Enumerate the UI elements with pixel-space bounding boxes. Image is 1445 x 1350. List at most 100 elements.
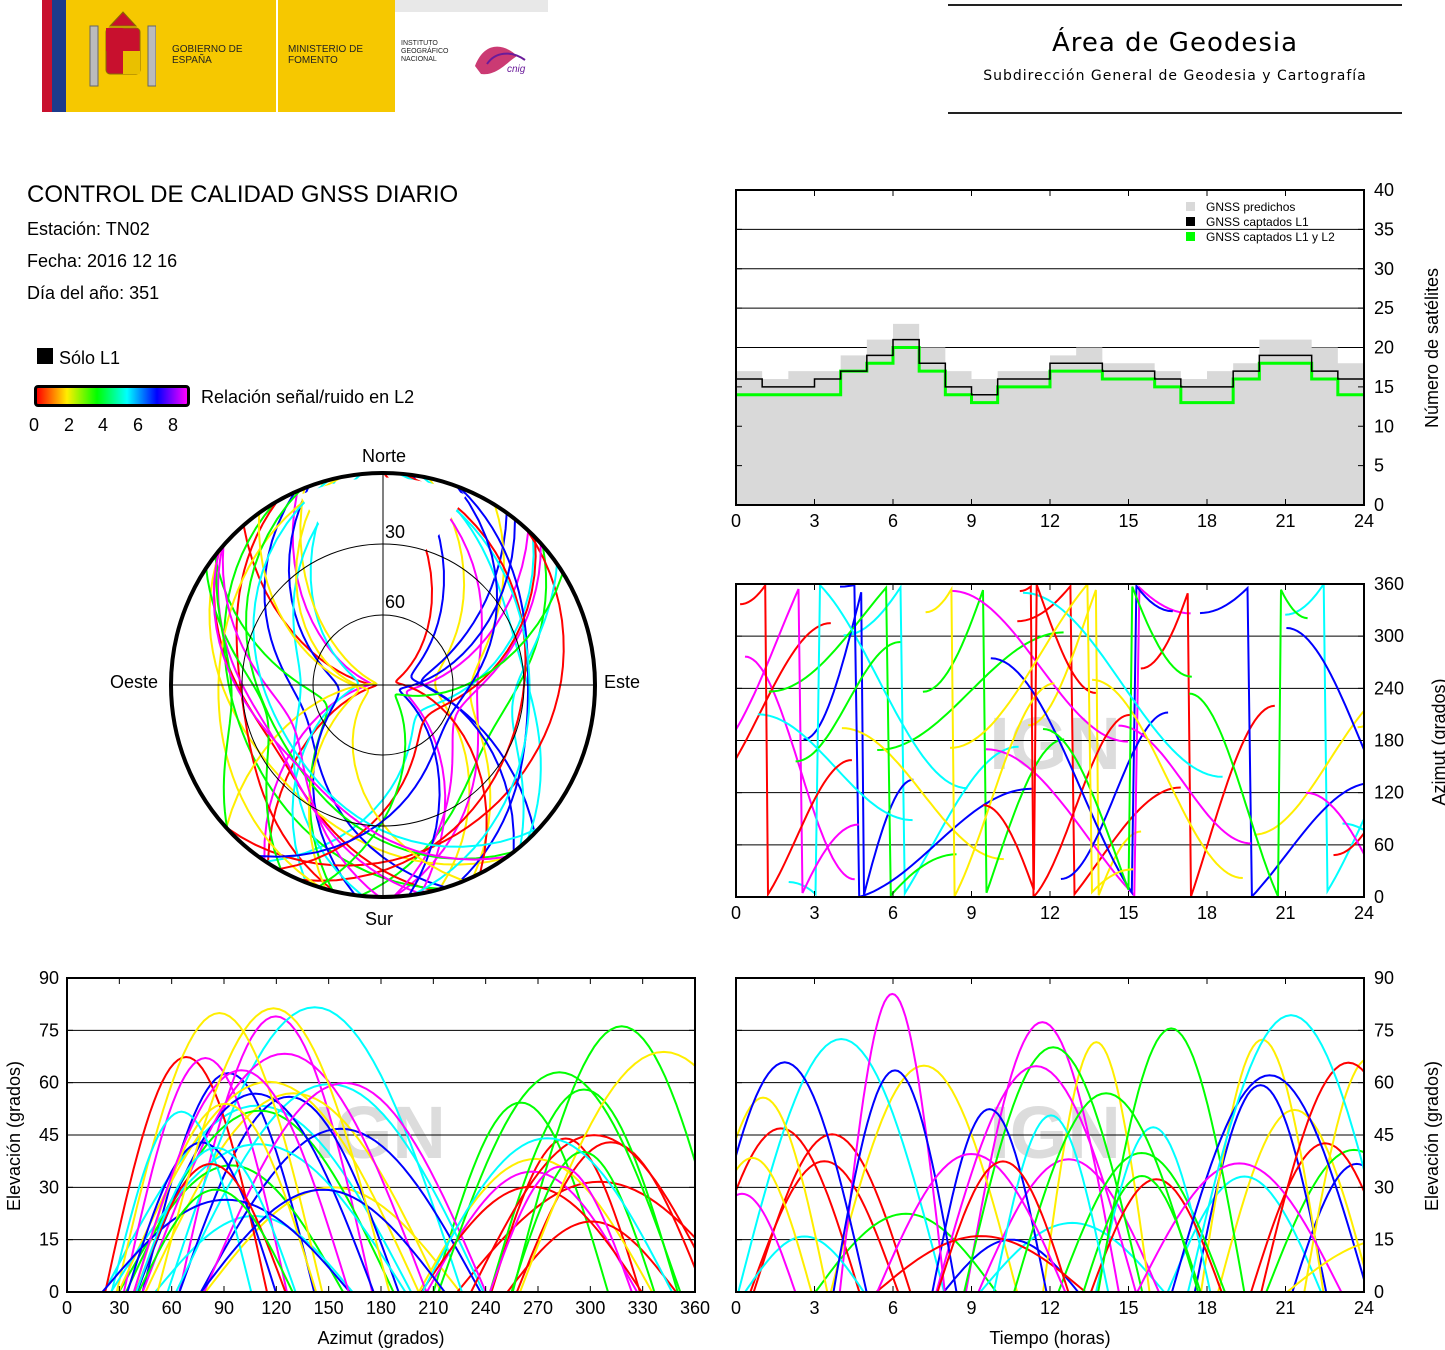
elevation-azimuth-track <box>154 1214 354 1292</box>
elevation-azimuth-track <box>488 1165 633 1292</box>
elevation-time-track <box>1171 1074 1364 1292</box>
x-tick-label: 330 <box>628 1298 658 1318</box>
azimuth-track <box>1254 709 1364 836</box>
azimuth-track <box>1140 592 1275 897</box>
sky-track <box>221 545 381 897</box>
elevation-azimuth-track <box>137 1188 294 1292</box>
y-tick-label: 45 <box>39 1125 59 1145</box>
azimuth-track <box>1042 586 1192 891</box>
elevation-azimuth-track <box>122 1056 288 1292</box>
x-tick-label: 3 <box>809 903 819 923</box>
y-tick-label: 0 <box>1374 1282 1384 1302</box>
x-tick-label: 3 <box>809 1298 819 1318</box>
elevation-time-track <box>1042 1041 1151 1292</box>
elevation-time-track <box>814 1212 998 1292</box>
elevation-time-chart: IGN 0 15 30 45 60 75 90 0 3 6 9 12 15 18 21 24 Tiempo (… <box>731 968 1442 1348</box>
x-tick-label: 9 <box>966 511 976 530</box>
x-tick-label: 18 <box>1197 511 1217 530</box>
x-tick-label: 21 <box>1275 903 1295 923</box>
sky-track <box>291 477 359 883</box>
elevation-time-track <box>829 1064 1019 1292</box>
solo-l1-swatch <box>37 348 53 364</box>
x-tick-label: 24 <box>1354 1298 1374 1318</box>
x-tick-label: 18 <box>1197 903 1217 923</box>
sky-track <box>295 480 465 882</box>
elevation-time-track <box>736 1127 861 1292</box>
elevation-azimuth-track <box>101 1198 351 1292</box>
snr-tick: 8 <box>168 415 179 435</box>
elevation-time-track <box>736 1061 868 1292</box>
sky-track <box>213 551 435 892</box>
x-tick-label: 300 <box>575 1298 605 1318</box>
elevation-time-track <box>1090 1178 1223 1292</box>
azimuth-ylabel: Azimut (grados) <box>1429 678 1445 805</box>
azimuth-track <box>949 584 1134 895</box>
et-xlabel: Tiempo (horas) <box>989 1328 1110 1348</box>
doy-line: Día del año: 351 <box>27 283 160 303</box>
cnig-text: cnig <box>507 64 526 75</box>
elevation-time-track <box>744 1235 865 1292</box>
azimuth-track <box>841 727 1004 861</box>
azimuth-track <box>985 585 1191 897</box>
azimuth-track <box>795 641 901 763</box>
elevation-azimuth-track <box>178 1095 400 1292</box>
x-tick-label: 21 <box>1275 1298 1295 1318</box>
elevation-azimuth-track <box>470 1134 695 1292</box>
y-tick-label: 60 <box>39 1073 59 1093</box>
y-tick-label: 15 <box>39 1230 59 1250</box>
y-tick-label: 300 <box>1374 626 1404 646</box>
sky-track <box>511 563 558 847</box>
ring-label-30: 30 <box>385 522 405 542</box>
y-tick-label: 10 <box>1374 416 1394 436</box>
ea-xlabel: Azimut (grados) <box>317 1328 444 1348</box>
solo-l1-label: Sólo L1 <box>59 348 121 368</box>
sky-track <box>397 473 531 896</box>
y-tick-label: 15 <box>1374 1230 1394 1250</box>
elevation-azimuth-track <box>510 1150 656 1292</box>
y-tick-label: 90 <box>39 968 59 988</box>
y-tick-label: 120 <box>1374 783 1404 803</box>
elevation-azimuth-track <box>203 1081 487 1292</box>
y-tick-label: 75 <box>1374 1020 1394 1040</box>
elevation-azimuth-track <box>110 1110 253 1292</box>
x-tick-label: 120 <box>261 1298 291 1318</box>
snr-tick: 0 <box>29 415 40 435</box>
elevation-time-tracks <box>736 992 1364 1292</box>
y-tick-label: 30 <box>39 1177 59 1197</box>
station-line: Estación: TN02 <box>27 219 150 239</box>
east-label: Este <box>604 672 640 692</box>
y-tick-label: 25 <box>1374 298 1394 318</box>
sky-track <box>393 473 483 897</box>
legend-l1: GNSS captados L1 <box>1206 215 1309 229</box>
elevation-azimuth-track <box>426 1170 638 1292</box>
azimuth-track <box>1019 584 1131 897</box>
snr-tick: 2 <box>64 415 75 435</box>
elevation-time-track <box>1166 1175 1322 1292</box>
count-ylabel: Número de satélites <box>1422 268 1442 428</box>
elevation-time-track <box>936 1160 1070 1292</box>
y-tick-label: 0 <box>49 1282 59 1302</box>
series-predicted <box>736 323 1364 505</box>
watermark: IGN <box>989 1091 1121 1174</box>
y-tick-label: 35 <box>1374 219 1394 239</box>
elevation-azimuth-track <box>437 1071 682 1292</box>
sky-track <box>215 552 233 830</box>
x-tick-label: 21 <box>1275 511 1295 530</box>
azimuth-track <box>925 585 1055 897</box>
ign-logo: INSTITUTO GEOGRÁFICO NACIONAL cnig <box>395 12 548 112</box>
coat-of-arms-icon <box>89 11 156 87</box>
azimuth-track <box>990 584 1173 896</box>
x-tick-label: 90 <box>214 1298 234 1318</box>
et-ylabel: Elevación (grados) <box>1422 1061 1442 1211</box>
x-tick-label: 240 <box>471 1298 501 1318</box>
ea-ylabel: Elevación (grados) <box>4 1061 24 1211</box>
azimuth-tracks <box>736 584 1364 897</box>
sky-track <box>252 479 540 848</box>
snr-tick: 4 <box>98 415 109 435</box>
elevation-time-track <box>875 1235 1087 1292</box>
y-tick-label: 20 <box>1374 338 1394 358</box>
y-tick-label: 0 <box>1374 495 1384 515</box>
elevation-time-track <box>736 1192 797 1292</box>
sky-track <box>428 477 471 890</box>
x-tick-label: 6 <box>888 511 898 530</box>
